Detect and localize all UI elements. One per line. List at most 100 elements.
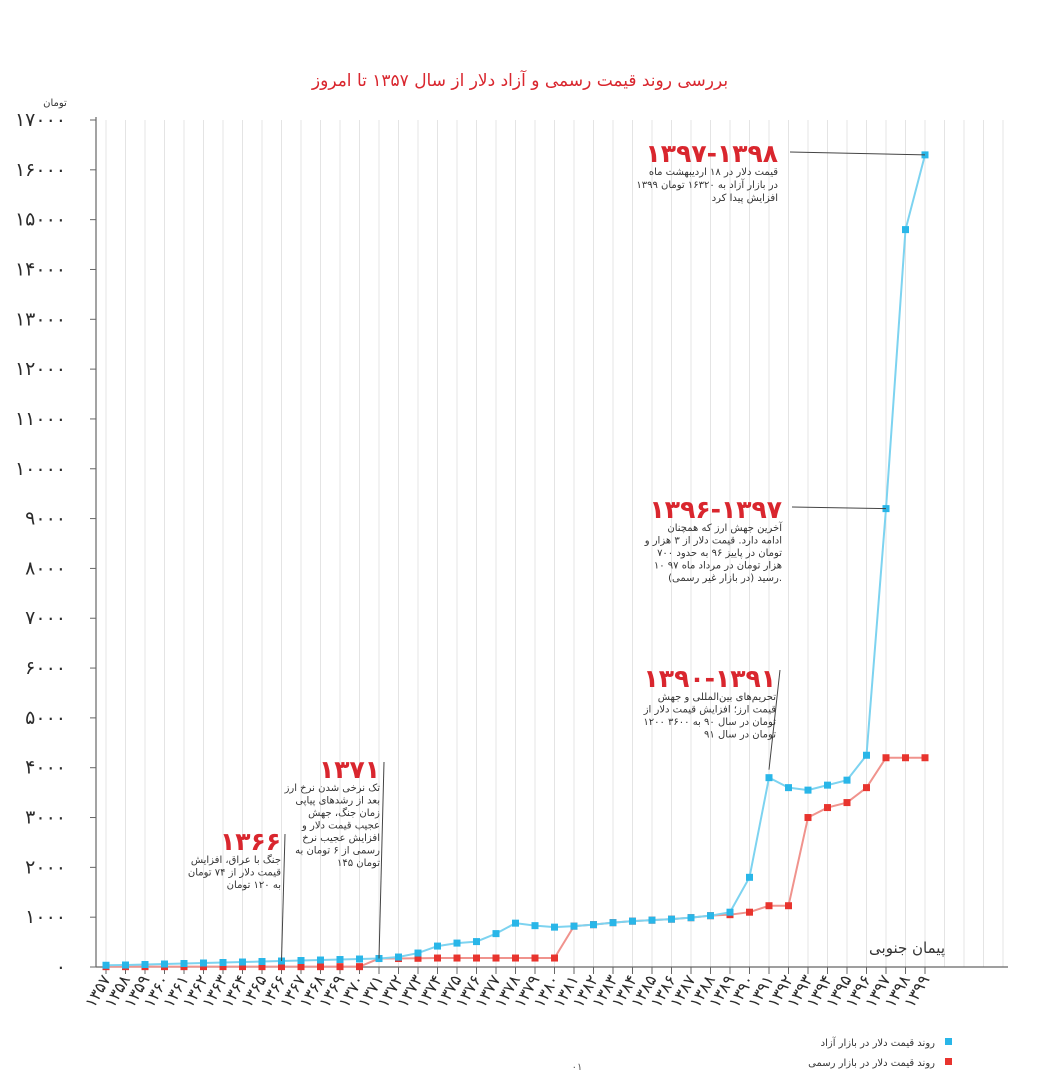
- data-point-free-market: [512, 919, 519, 927]
- annotation-text-line: تک نرخی شدن نرخ ارز: [284, 783, 381, 794]
- data-point-free-market: [219, 959, 227, 967]
- annotation-text-line: (در بازار غیر رسمی) رسید.: [668, 573, 782, 584]
- y-tick-label: ۱۴۰۰۰: [15, 258, 66, 280]
- y-tick-label: ۱۶۰۰۰: [15, 159, 66, 181]
- y-tick-label: ۱۷۰۰۰: [15, 109, 66, 131]
- y-tick-label: ۲۰۰۰: [25, 856, 66, 878]
- annotation-text-line: قیمت دلار از ۷۴ تومان: [188, 868, 281, 879]
- data-point-official: [200, 963, 207, 971]
- annotation-text-line: قیمت ارز؛ افزایش قیمت دلار از: [643, 705, 777, 716]
- data-point-free-market: [687, 914, 695, 922]
- data-point-official: [882, 754, 890, 762]
- data-point-official: [453, 954, 461, 962]
- data-point-free-market: [629, 917, 636, 925]
- data-point-free-market: [336, 956, 344, 964]
- legend-label: روند قیمت دلار در بازار آزاد: [821, 1036, 936, 1049]
- data-point-free-market: [434, 942, 441, 950]
- data-point-official: [843, 799, 851, 807]
- annotation-text-line: ۱۰ هزار تومان در مرداد ماه ۹۷: [654, 561, 782, 572]
- annotation-leader-line: [789, 151, 926, 156]
- data-point-free-market: [102, 961, 110, 969]
- data-point-official: [297, 963, 305, 971]
- data-point-official: [785, 902, 792, 910]
- chart-title: بررسی روند قیمت رسمی و آزاد دلار از سال …: [311, 69, 728, 91]
- data-point-free-market: [531, 922, 539, 930]
- data-point-free-market: [804, 786, 812, 794]
- data-point-free-market: [317, 956, 324, 964]
- page-number: ۰۱: [572, 1062, 583, 1073]
- data-point-official: [336, 963, 344, 971]
- data-point-free-market: [843, 776, 851, 784]
- data-point-official: [239, 963, 246, 971]
- annotation-text-line: قیمت دلار در ۱۸ اردیبهشت ماه: [649, 167, 778, 178]
- data-point-official: [414, 954, 422, 962]
- y-tick-label: ۸۰۰۰: [25, 557, 66, 579]
- annotation-leader-line: [791, 506, 887, 510]
- grid-lines: [105, 120, 1004, 967]
- annotation-text-line: تومان در سال ۹۱: [704, 730, 776, 741]
- data-point-official: [804, 814, 812, 822]
- data-point-free-market: [707, 912, 714, 920]
- data-point-free-market: [648, 916, 656, 924]
- annotation-text-line: رسمی از ۶ تومان به: [295, 846, 380, 857]
- data-point-free-market: [726, 908, 734, 916]
- data-point-official: [531, 954, 539, 962]
- annotation-title: ۱۳۶۶: [220, 827, 281, 856]
- data-point-official: [473, 954, 480, 962]
- y-tick-label: ۰: [56, 956, 66, 978]
- annotation-text-line: جنگ با عراق، افزایش: [191, 854, 281, 866]
- author-credit: پیمان جنوبی: [869, 939, 945, 958]
- y-tick-label: ۱۱۰۰۰: [15, 408, 66, 430]
- data-point-free-market: [551, 923, 558, 931]
- data-point-official: [258, 963, 266, 971]
- annotation-text-line: افزایش پیدا کرد: [712, 193, 778, 204]
- data-point-official: [492, 954, 500, 962]
- data-point-free-market: [122, 961, 129, 969]
- data-point-free-market: [395, 953, 402, 961]
- data-point-official: [921, 754, 929, 762]
- y-tick-label: ۱۰۰۰: [25, 906, 66, 928]
- annotation-text-line: ۱۲۰۰ تومان در سال ۹۰ به ۳۶۰۰: [643, 717, 776, 728]
- data-point-free-market: [590, 921, 597, 929]
- annotation-title: ۱۳۹۶-۱۳۹۷: [650, 495, 782, 524]
- y-tick-label: ۱۲۰۰۰: [15, 358, 66, 380]
- annotation-leader-line: [378, 761, 385, 959]
- data-point-official: [512, 954, 519, 962]
- annotation-title: ۱۳۹۰-۱۳۹۱: [644, 664, 776, 693]
- data-point-free-market: [161, 960, 168, 968]
- data-point-free-market: [765, 774, 773, 782]
- legend-swatch: [945, 1058, 952, 1065]
- data-point-official: [902, 754, 909, 762]
- data-point-free-market: [141, 961, 149, 969]
- data-point-official: [278, 963, 285, 971]
- data-point-free-market: [258, 958, 266, 966]
- annotation-leader-line: [768, 669, 781, 770]
- x-tick-labels: ۱۳۵۷۱۳۵۸۱۳۵۹۱۳۶۰۱۳۶۱۱۳۶۲۱۳۶۳۱۳۶۴۱۳۶۵۱۳۶۶…: [81, 971, 934, 1011]
- annotation-text-line: عجیب قیمت دلار و: [301, 821, 380, 832]
- data-point-free-market: [356, 955, 363, 963]
- annotation-text-line: آخرین جهش ارز که همچنان: [667, 521, 783, 534]
- data-point-free-market: [570, 922, 578, 930]
- legend-label: روند قیمت دلار در بازار رسمی: [808, 1058, 935, 1069]
- y-axis-unit-label: تومان: [43, 98, 67, 109]
- y-tick-label: ۱۳۰۰۰: [15, 308, 66, 330]
- data-point-free-market: [609, 919, 617, 927]
- annotation-text-line: تحریم‌های بین‌المللی و جهش: [658, 692, 776, 703]
- annotation-title: ۱۳۷۱: [319, 755, 380, 784]
- data-point-official: [824, 804, 831, 812]
- annotation-text-line: ادامه دارد. قیمت دلار از ۳ هزار و: [644, 536, 782, 547]
- y-tick-label: ۱۰۰۰۰: [15, 458, 66, 480]
- data-point-free-market: [239, 958, 246, 966]
- annotation-text-line: به ۱۲۰ تومان: [227, 880, 281, 891]
- data-point-free-market: [453, 939, 461, 947]
- y-tick-label: ۶۰۰۰: [25, 657, 66, 679]
- data-point-official: [746, 908, 753, 916]
- y-tick-label: ۱۵۰۰۰: [15, 209, 66, 231]
- y-tick-label: ۵۰۰۰: [25, 707, 66, 729]
- data-point-official: [551, 954, 558, 962]
- data-point-official: [765, 902, 773, 910]
- data-point-official: [434, 954, 441, 962]
- data-point-free-market: [297, 957, 305, 965]
